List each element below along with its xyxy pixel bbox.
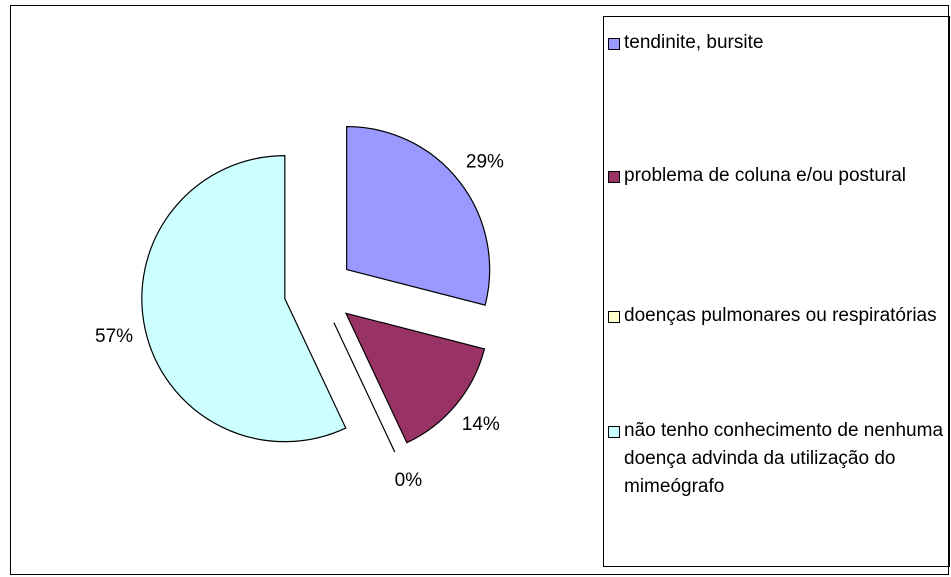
legend-label: doenças pulmonares ou respiratórias — [624, 305, 937, 326]
legend-label: não tenho conhecimento de nenhuma doença… — [624, 420, 944, 497]
legend-swatch — [608, 38, 620, 50]
chart-frame — [10, 5, 949, 575]
legend-swatch — [608, 426, 620, 438]
pie-slice — [344, 312, 486, 444]
data-label: 29% — [466, 151, 504, 172]
legend: tendinite, bursite problema de coluna e/o… — [603, 16, 950, 567]
legend-label: tendinite, bursite — [624, 32, 764, 53]
pie-slice — [333, 322, 396, 453]
legend-label: problema de coluna e/ou postural — [624, 165, 907, 186]
legend-swatch — [608, 171, 620, 183]
pie-slice — [141, 155, 347, 443]
data-label: 0% — [395, 470, 423, 491]
data-label: 57% — [95, 326, 133, 347]
pie-slice — [346, 125, 491, 306]
legend-swatch — [608, 311, 620, 323]
data-label: 14% — [462, 414, 500, 435]
